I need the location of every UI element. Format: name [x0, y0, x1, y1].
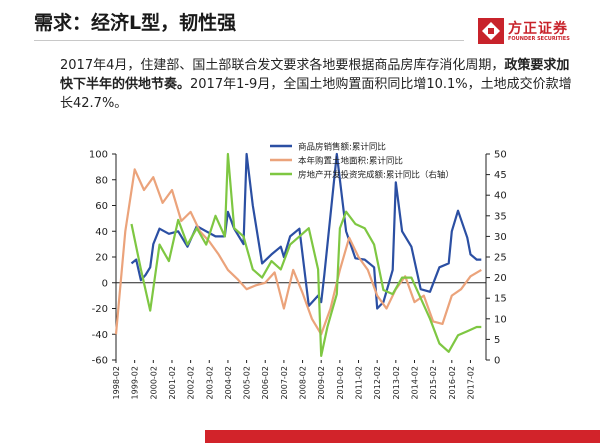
- left-y-tick-label: -40: [92, 330, 108, 341]
- right-y-tick-label: 0: [494, 356, 500, 367]
- right-y-tick-label: 25: [494, 253, 507, 264]
- brand-name-en: FOUNDER SECURITIES: [508, 36, 570, 42]
- slide-body: 2017年4月，住建部、国土部联合发文要求各地要根据商品房库存消化周期，政策要求…: [60, 56, 580, 113]
- left-y-tick-label: 20: [95, 253, 108, 264]
- x-tick-label: 2010-02: [336, 366, 345, 399]
- x-tick-label: 2007-02: [280, 366, 289, 399]
- brand-logo: 方正证券 FOUNDER SECURITIES: [478, 18, 593, 48]
- x-tick-label: 2005-02: [243, 366, 252, 399]
- slide-title: 需求：经济L型，韧性强: [34, 12, 237, 34]
- right-y-tick-label: 10: [494, 314, 507, 325]
- x-tick-label: 2016-02: [448, 366, 457, 399]
- left-y-tick-label: 40: [95, 227, 108, 238]
- x-tick-label: 2000-02: [149, 366, 158, 399]
- legend-label-2: 本年购置土地面积:累计同比: [298, 156, 403, 167]
- brand-logo-mark-icon: [478, 18, 504, 44]
- brand-name-cn: 方正证券: [508, 21, 568, 37]
- right-y-tick-label: 5: [494, 335, 500, 346]
- x-tick-label: 2013-02: [392, 366, 401, 399]
- x-tick-label: 2015-02: [429, 366, 438, 399]
- left-y-tick-label: 100: [89, 150, 108, 161]
- x-tick-label: 2002-02: [187, 366, 196, 399]
- x-tick-label: 2009-02: [317, 366, 326, 399]
- title-divider: [34, 40, 464, 41]
- left-y-tick-label: 80: [95, 175, 108, 186]
- x-tick-label: 2014-02: [410, 366, 419, 399]
- x-tick-label: 2003-02: [205, 366, 214, 399]
- right-y-tick-label: 35: [494, 211, 507, 222]
- left-y-tick-label: -60: [92, 356, 108, 367]
- right-y-tick-label: 50: [494, 150, 507, 161]
- legend-label-3: 房地产开发投资完成额:累计同比（右轴）: [298, 170, 454, 181]
- body-text-emphasis: 政策要求加快下半年的供地节奏。: [60, 58, 570, 92]
- line-chart: 100806040200-20-40-605045403530252015105…: [89, 142, 507, 400]
- left-y-tick-label: 60: [95, 201, 108, 212]
- right-y-tick-label: 30: [494, 232, 507, 243]
- right-y-tick-label: 15: [494, 294, 507, 305]
- x-tick-label: 2017-02: [466, 366, 475, 399]
- x-tick-label: 2011-02: [355, 366, 364, 399]
- series-line-3: [130, 152, 482, 357]
- body-text-part1: 2017年4月，住建部、国土部联合发文要求各地要根据商品房库存消化周期，: [60, 58, 505, 73]
- footer-accent-bar: [205, 430, 600, 443]
- right-y-tick-label: 45: [494, 170, 507, 181]
- x-tick-label: 1999-02: [131, 366, 140, 399]
- x-tick-label: 2008-02: [299, 366, 308, 399]
- x-tick-label: 2001-02: [168, 366, 177, 399]
- body-text-part2: 2017年1-9月，全国土地购置面积同比增10.1%，土地成交价款增长42.7%…: [60, 77, 572, 111]
- x-tick-label: 1998-02: [112, 366, 121, 399]
- x-tick-label: 2006-02: [261, 366, 270, 399]
- x-tick-label: 2004-02: [224, 366, 233, 399]
- x-tick-label: 2012-02: [373, 366, 382, 399]
- left-y-tick-label: -20: [92, 304, 108, 315]
- right-y-tick-label: 40: [494, 191, 507, 202]
- series-line-2: [114, 168, 482, 336]
- left-y-tick-label: 0: [102, 278, 108, 289]
- legend-label-1: 商品房销售额:累计同比: [298, 142, 386, 153]
- right-y-tick-label: 20: [494, 273, 507, 284]
- series-line-1: [130, 152, 482, 310]
